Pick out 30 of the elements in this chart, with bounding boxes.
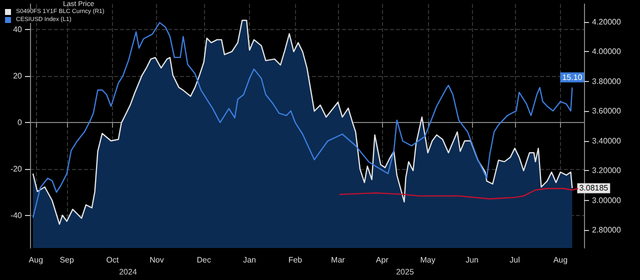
x-tick-label: Sep (60, 256, 75, 264)
y2-tick-label: 4.00000 (592, 47, 622, 56)
y-tick-label: 40 (13, 25, 23, 34)
x-tick-label: Apr (376, 256, 389, 264)
text: 2025 (396, 268, 414, 276)
x-tick-label: Mar (331, 256, 346, 264)
y2-tick-label: 4.20000 (592, 17, 622, 26)
y-tick-label: -40 (10, 210, 23, 220)
x-tick-label: Aug (553, 256, 568, 264)
x-tick-label: Jan (243, 256, 256, 264)
y2-tick-label: 3.20000 (592, 166, 622, 176)
y2-tick-label: 3.80000 (592, 76, 622, 86)
y2-tick-label: 2.80000 (592, 226, 622, 235)
x-tick-label: Jun (466, 256, 478, 264)
text: 2024 (119, 268, 138, 276)
x-tick-label: Dec (196, 256, 211, 264)
x-tick-label: Nov (150, 256, 164, 264)
y2-tick-label: 3.00000 (592, 196, 622, 205)
x-tick-label: May (420, 256, 436, 264)
x-tick-label: Jul (510, 256, 520, 264)
y-tick-label: 20 (13, 72, 23, 81)
y-tick-label: 0 (18, 118, 23, 128)
y-tick-label: -20 (10, 164, 23, 174)
data-label: 15.10 (562, 72, 583, 82)
x-tick-label: Feb (288, 256, 303, 264)
y2-tick-label: 3.60000 (592, 106, 622, 116)
y2-tick-label: 3.40000 (592, 136, 622, 146)
data-label: 3.08185 (579, 184, 609, 193)
x-tick-label: Aug (28, 256, 44, 264)
x-tick-label: Oct (106, 256, 120, 264)
